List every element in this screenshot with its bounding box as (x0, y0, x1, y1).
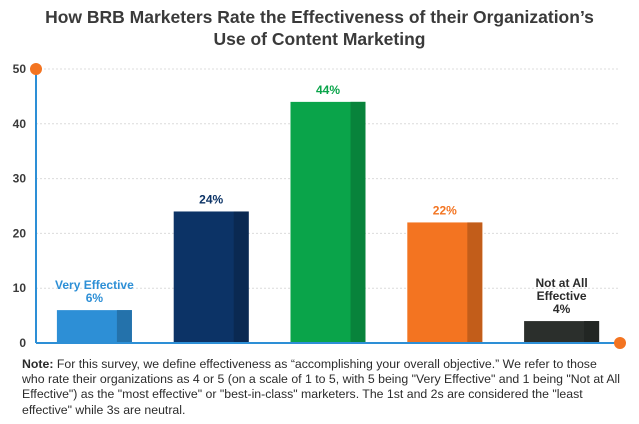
x-axis-end-marker (614, 337, 626, 349)
bar-shade (116, 310, 132, 343)
y-tick-label: 30 (13, 172, 27, 186)
data-label: Not at All (535, 276, 587, 290)
y-tick-label: 50 (13, 62, 27, 76)
note-text: For this survey, we define effectiveness… (22, 357, 621, 417)
y-tick-label: 0 (19, 336, 26, 350)
chart-title: How BRB Marketers Rate the Effectiveness… (45, 7, 594, 49)
data-label: 22% (433, 203, 457, 217)
data-label: 44% (316, 83, 340, 97)
data-label: 6% (86, 291, 104, 305)
y-tick-label: 10 (13, 281, 27, 295)
y-tick-label: 40 (13, 117, 27, 131)
y-axis-ticks: 0 10 20 30 40 50 (13, 62, 27, 350)
survey-note: Note: For this survey, we define effecti… (22, 357, 622, 418)
data-label: 24% (199, 192, 223, 206)
bar-shade (350, 101, 366, 343)
note-label: Note: (22, 357, 54, 371)
y-axis-end-marker (30, 63, 42, 75)
bar-shade (467, 222, 483, 343)
bar-shade (233, 211, 249, 343)
y-tick-label: 20 (13, 226, 27, 240)
data-label: 4% (553, 302, 571, 316)
bar-shade (584, 321, 600, 343)
data-label: Effective (537, 289, 587, 303)
bars (56, 101, 600, 343)
data-label: Very Effective (55, 278, 134, 292)
bar (524, 321, 600, 343)
axes (30, 63, 626, 349)
